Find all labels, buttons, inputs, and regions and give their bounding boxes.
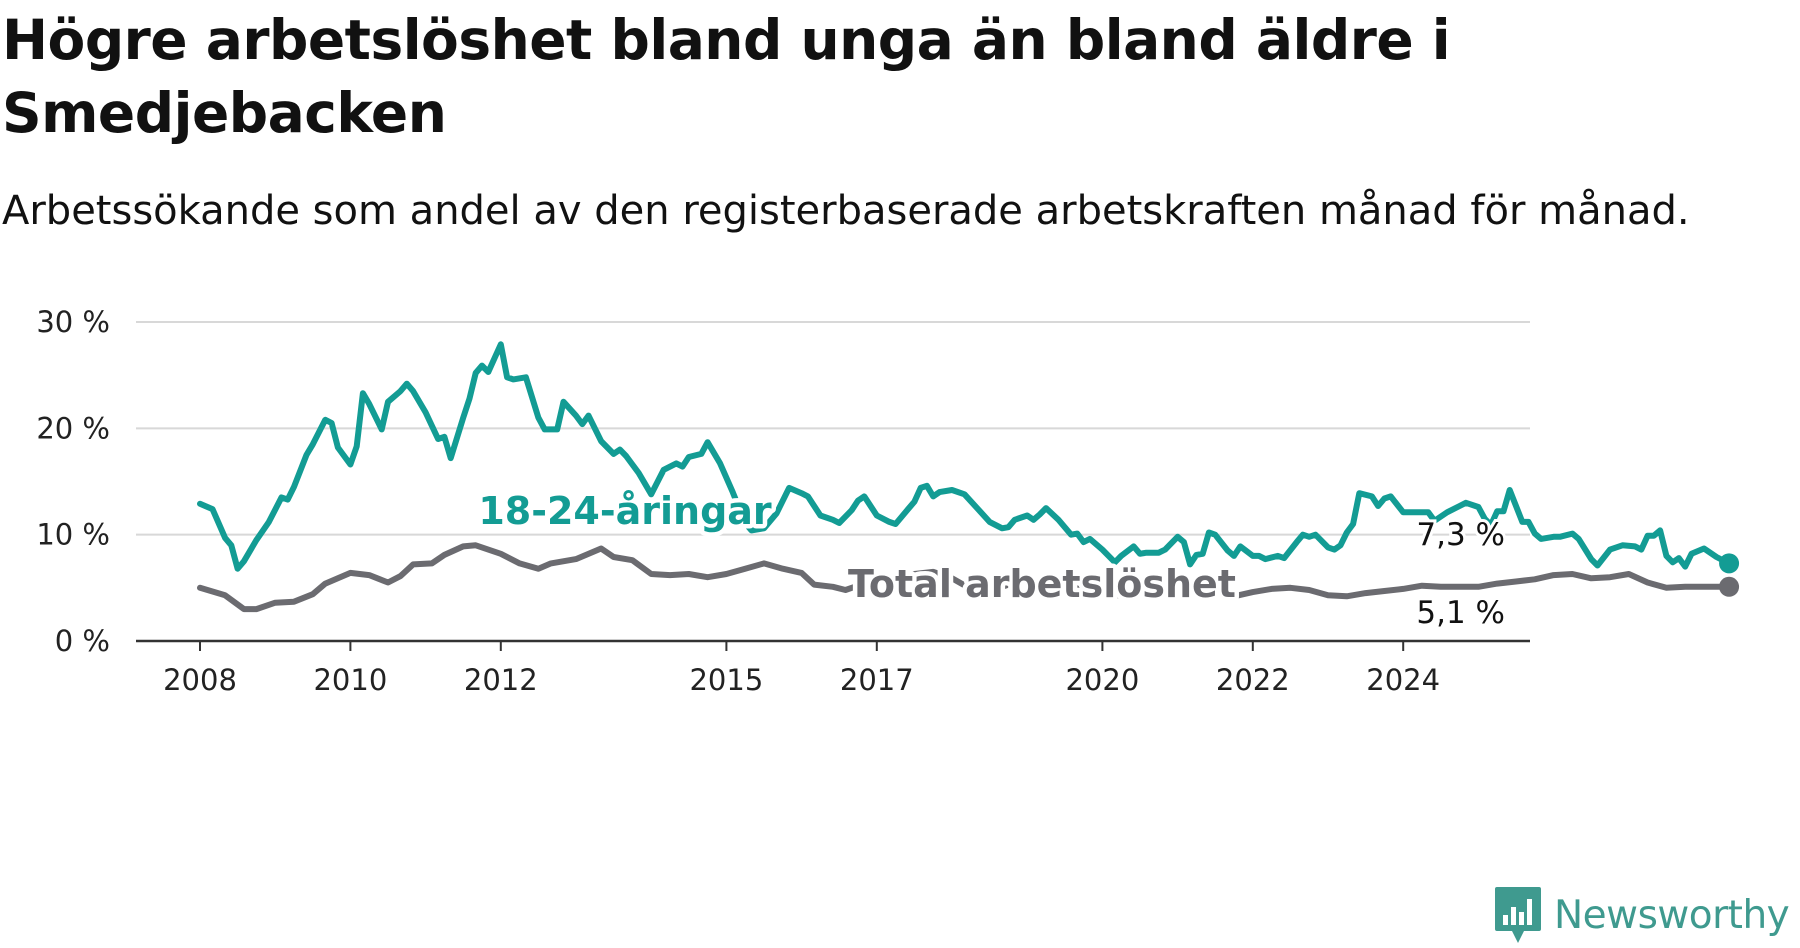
- x-tick-label: 2017: [840, 663, 914, 697]
- x-tick-label: 2010: [313, 663, 387, 697]
- series-end-point: [1719, 576, 1740, 597]
- series-name-label: 18-24-åringar: [478, 489, 772, 533]
- series-end-label: 7,3 %: [1416, 517, 1505, 553]
- series-line-total: [197, 542, 1733, 613]
- y-axis-ticks: 0 % 10 % 20 % 30 %: [36, 305, 110, 658]
- series-labels: 18-24-åringar Total arbetslöshet 7,3 % 5,1 …: [474, 485, 1508, 635]
- y-tick-label: 10 %: [36, 518, 110, 552]
- series-line-youth: [197, 341, 1733, 572]
- series-name-label: Total arbetslöshet: [848, 562, 1236, 606]
- y-tick-label: 30 %: [36, 305, 110, 339]
- series-end-point: [1719, 553, 1740, 574]
- grid-lines: [136, 321, 1530, 536]
- x-axis-ticks: 2008 2010 2012 2015 2017 2020 2022 2024: [136, 639, 1530, 697]
- x-tick-label: 2020: [1065, 663, 1139, 697]
- x-tick-label: 2012: [464, 663, 538, 697]
- series-lines: [197, 341, 1740, 613]
- newsworthy-logo-icon: [1495, 887, 1541, 943]
- x-tick-label: 2022: [1216, 663, 1290, 697]
- series-end-label: 5,1 %: [1416, 595, 1505, 631]
- y-tick-label: 0 %: [55, 624, 110, 658]
- x-tick-label: 2024: [1366, 663, 1440, 697]
- x-tick-label: 2015: [689, 663, 763, 697]
- chart-subtitle: Arbetssökande som andel av den registerb…: [2, 188, 1690, 234]
- chart-title: Högre arbetslöshet bland unga än bland ä…: [2, 8, 1451, 145]
- newsworthy-logo[interactable]: Newsworthy: [1494, 884, 1790, 946]
- newsworthy-logo-text: Newsworthy: [1554, 892, 1790, 938]
- y-tick-label: 20 %: [36, 411, 110, 445]
- x-tick-label: 2008: [163, 663, 237, 697]
